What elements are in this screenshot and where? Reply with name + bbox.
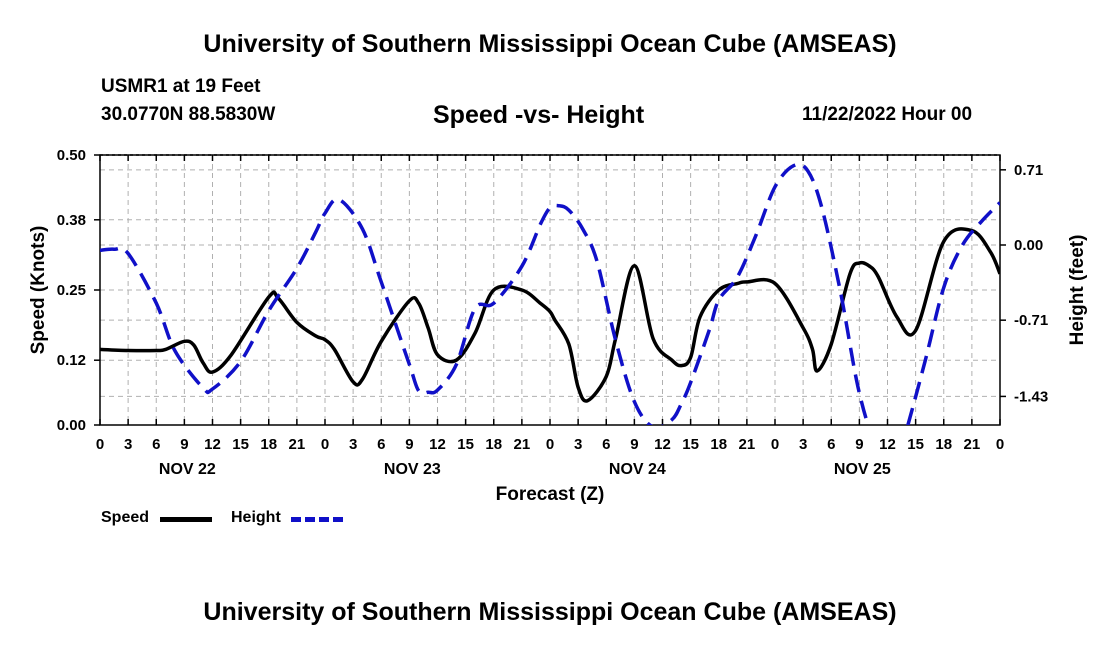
x-tick-label: 21 [964, 436, 981, 453]
x-tick-label: 12 [204, 436, 221, 453]
legend-speed-label: Speed [101, 509, 150, 526]
x-tick-label: 0 [546, 436, 554, 453]
x-tick-label: 0 [96, 436, 104, 453]
x-tick-label: 18 [485, 436, 502, 453]
x-tick-label: 6 [827, 436, 835, 453]
y2-axis-title: Height (feet) [1067, 235, 1088, 346]
x-tick-label: 3 [124, 436, 132, 453]
y-axis-title: Speed (Knots) [28, 226, 49, 355]
y-tick-label: 0.38 [57, 212, 86, 229]
y-tick-label: 0.25 [57, 282, 86, 299]
y2-tick-label: 0.00 [1014, 237, 1043, 254]
x-tick-label: 15 [907, 436, 924, 453]
x-date-label: NOV 25 [834, 461, 891, 478]
x-tick-label: 21 [289, 436, 306, 453]
forecast-datetime: 11/22/2022 Hour 00 [802, 104, 973, 125]
x-tick-label: 9 [180, 436, 188, 453]
chart-subtitle: Speed -vs- Height [433, 101, 645, 129]
x-tick-label: 6 [152, 436, 160, 453]
legend-speed-swatch [160, 517, 212, 522]
legend-height-swatch [291, 517, 343, 522]
y-tick-label: 0.50 [57, 147, 86, 164]
y-tick-label: 0.00 [57, 417, 86, 434]
x-tick-label: 12 [429, 436, 446, 453]
bottom-title: University of Southern Mississippi Ocean… [203, 598, 897, 626]
x-tick-label: 21 [739, 436, 756, 453]
x-tick-label: 15 [682, 436, 699, 453]
x-tick-label: 3 [574, 436, 582, 453]
station-label: USMR1 at 19 Feet [101, 76, 261, 97]
speed-series-line [100, 227, 1000, 403]
x-date-label: NOV 24 [609, 461, 666, 478]
x-tick-label: 3 [799, 436, 807, 453]
x-tick-label: 18 [935, 436, 952, 453]
y2-tick-label: 0.71 [1014, 162, 1043, 179]
x-axis-title: Forecast (Z) [496, 484, 605, 505]
x-date-label: NOV 22 [159, 461, 216, 478]
x-tick-label: 6 [377, 436, 385, 453]
x-tick-label: 9 [405, 436, 413, 453]
y-tick-label: 0.12 [57, 352, 86, 369]
x-tick-label: 6 [602, 436, 610, 453]
x-tick-label: 0 [996, 436, 1004, 453]
x-tick-label: 18 [260, 436, 277, 453]
x-tick-label: 12 [879, 436, 896, 453]
legend-height-label: Height [231, 509, 281, 526]
x-tick-label: 18 [710, 436, 727, 453]
x-tick-label: 0 [321, 436, 329, 453]
x-tick-label: 15 [457, 436, 474, 453]
coordinates-label: 30.0770N 88.5830W [101, 104, 276, 125]
x-tick-label: 9 [855, 436, 863, 453]
height-series-line [100, 162, 1000, 425]
y2-tick-label: -0.71 [1014, 312, 1048, 329]
y2-tick-label: -1.43 [1014, 388, 1048, 405]
x-tick-label: 21 [514, 436, 531, 453]
x-tick-label: 3 [349, 436, 357, 453]
x-date-label: NOV 23 [384, 461, 441, 478]
x-tick-label: 12 [654, 436, 671, 453]
x-tick-label: 9 [630, 436, 638, 453]
x-tick-label: 0 [771, 436, 779, 453]
main-title: University of Southern Mississippi Ocean… [203, 30, 897, 58]
x-tick-label: 15 [232, 436, 249, 453]
